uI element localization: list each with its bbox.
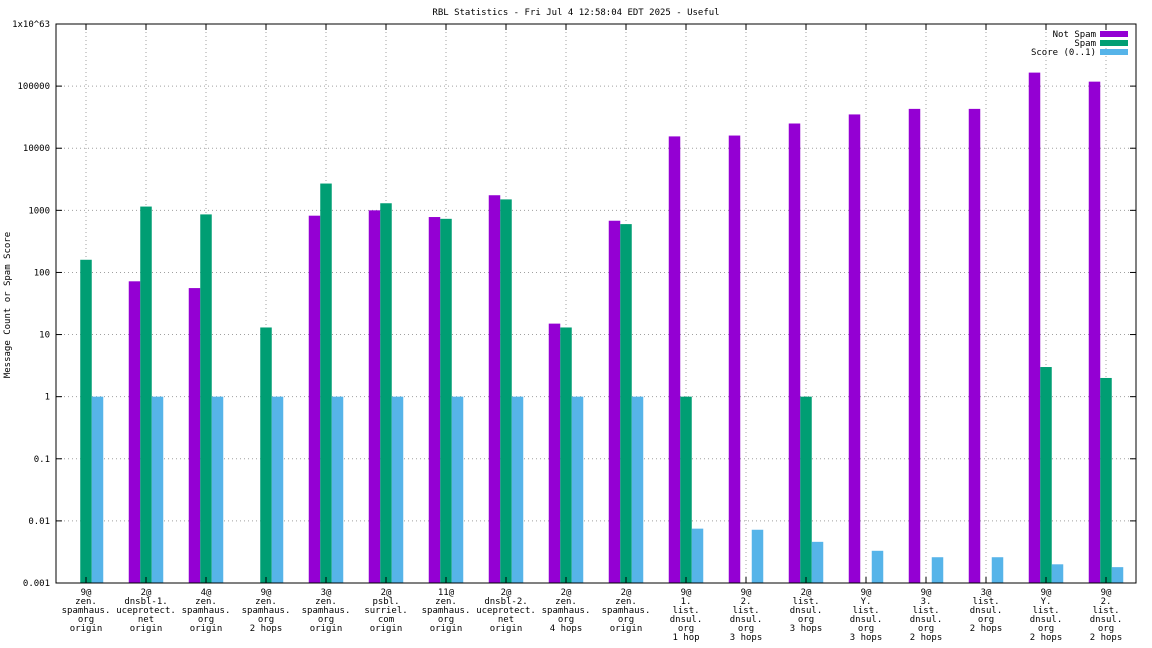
bar-not-spam [908,108,921,583]
x-tick-label: 9@ Y. list. dnsul. org 2 hops [1030,588,1063,643]
x-tick-label: 11@ zen. spamhaus. org origin [422,588,471,634]
bar-score-0-1 [751,529,764,583]
x-tick-label: 2@ dnsbl-2. uceprotect. net origin [476,588,536,634]
x-tick-label: 9@ Y. list. dnsul. org 3 hops [850,588,883,643]
x-tick-label: 2@ psbl. surriel. com origin [364,588,407,634]
bar-spam [620,224,632,583]
bar-score-0-1 [1051,564,1064,583]
bar-spam [560,327,572,583]
x-tick-label: 9@ 1. list. dnsul. org 1 hop [670,588,703,643]
bar-spam [260,327,272,583]
axes-layer: 0.001 0.01 0.1 1 10 100 1000 10000 100000 1x10^63… [12,20,1137,643]
bar-not-spam [488,195,501,583]
bar-score-0-1 [91,396,104,583]
bar-spam [140,206,152,583]
bar-not-spam [848,114,861,583]
bar-spam [1040,367,1052,583]
bar-score-0-1 [511,396,524,583]
y-tick-label: 100 [34,268,50,278]
x-tick-label: 2@ list. dnsul. org 3 hops [790,588,823,634]
bar-not-spam [1028,72,1041,584]
y-tick-label: 0.1 [34,455,50,465]
x-tick-label: 2@ zen. spamhaus. org 4 hops [542,588,591,634]
bar-score-0-1 [451,396,464,583]
y-axis-label: Message Count or Spam Score [3,232,13,378]
legend-swatch [1100,31,1128,37]
x-tick-label: 4@ zen. spamhaus. org origin [182,588,231,634]
bar-score-0-1 [691,528,704,583]
legend-swatch [1100,40,1128,46]
bar-spam [380,203,392,584]
bar-not-spam [188,288,201,583]
x-tick-label: 2@ zen. spamhaus. org origin [602,588,651,634]
legend-label: Score (0..1) [1031,48,1096,58]
bar-not-spam [368,210,381,584]
bar-score-0-1 [931,557,944,583]
x-tick-label: 2@ dnsbl-1. uceprotect. net origin [116,588,176,634]
plot-frame [55,23,1137,584]
x-tick-label: 9@ 3. list. dnsul. org 2 hops [910,588,943,643]
y-tick-label: 0.001 [23,579,50,589]
bar-score-0-1 [871,550,884,583]
y-tick-label: 1 [45,393,50,403]
x-tick-label: 3@ zen. spamhaus. org origin [302,588,351,634]
bar-not-spam [428,217,441,583]
y-tick-label: 10 [39,331,50,341]
bar-not-spam [668,136,681,583]
grid-layer [56,24,1136,583]
chart-title: RBL Statistics - Fri Jul 4 12:58:04 EDT … [432,8,719,18]
bar-not-spam [788,123,801,583]
bar-score-0-1 [631,396,644,583]
legend-label: Spam [1074,39,1096,49]
legend-swatch [1100,49,1128,55]
bar-score-0-1 [211,396,224,583]
bar-not-spam [1088,81,1101,584]
bar-spam [200,214,212,583]
x-tick-label: 9@ zen. spamhaus. org 2 hops [242,588,291,634]
bar-not-spam [968,108,981,583]
bar-score-0-1 [331,396,344,583]
bar-spam [800,396,812,583]
bar-spam [680,396,692,583]
bar-not-spam [728,135,741,583]
y-tick-label: 1000 [28,206,50,216]
legend-label: Not Spam [1053,30,1096,40]
bar-score-0-1 [571,396,584,583]
y-tick-label: 10000 [23,144,50,154]
bar-score-0-1 [271,396,284,583]
y-tick-label: 1x10^63 [12,20,50,30]
bars-layer [80,72,1124,584]
bar-score-0-1 [811,541,824,583]
bar-spam [500,199,512,583]
bar-not-spam [128,281,141,583]
bar-spam [80,259,92,583]
bar-spam [320,183,332,584]
x-tick-label: 9@ zen. spamhaus. org origin [62,588,111,634]
bar-spam [440,218,452,583]
bar-score-0-1 [1111,567,1124,583]
bar-score-0-1 [151,396,164,583]
bar-score-0-1 [991,557,1004,583]
bar-not-spam [608,220,621,583]
y-tick-label: 100000 [17,82,50,92]
x-tick-label: 9@ 2. list. dnsul. org 3 hops [730,588,763,643]
x-tick-label: 3@ list. dnsul. org 2 hops [970,588,1003,634]
x-tick-label: 9@ 2. list. dnsul. org 2 hops [1090,588,1123,643]
y-tick-label: 0.01 [28,517,50,527]
bar-spam [1100,377,1112,583]
bar-not-spam [548,323,561,583]
bar-score-0-1 [391,396,404,583]
bar-not-spam [308,215,321,583]
